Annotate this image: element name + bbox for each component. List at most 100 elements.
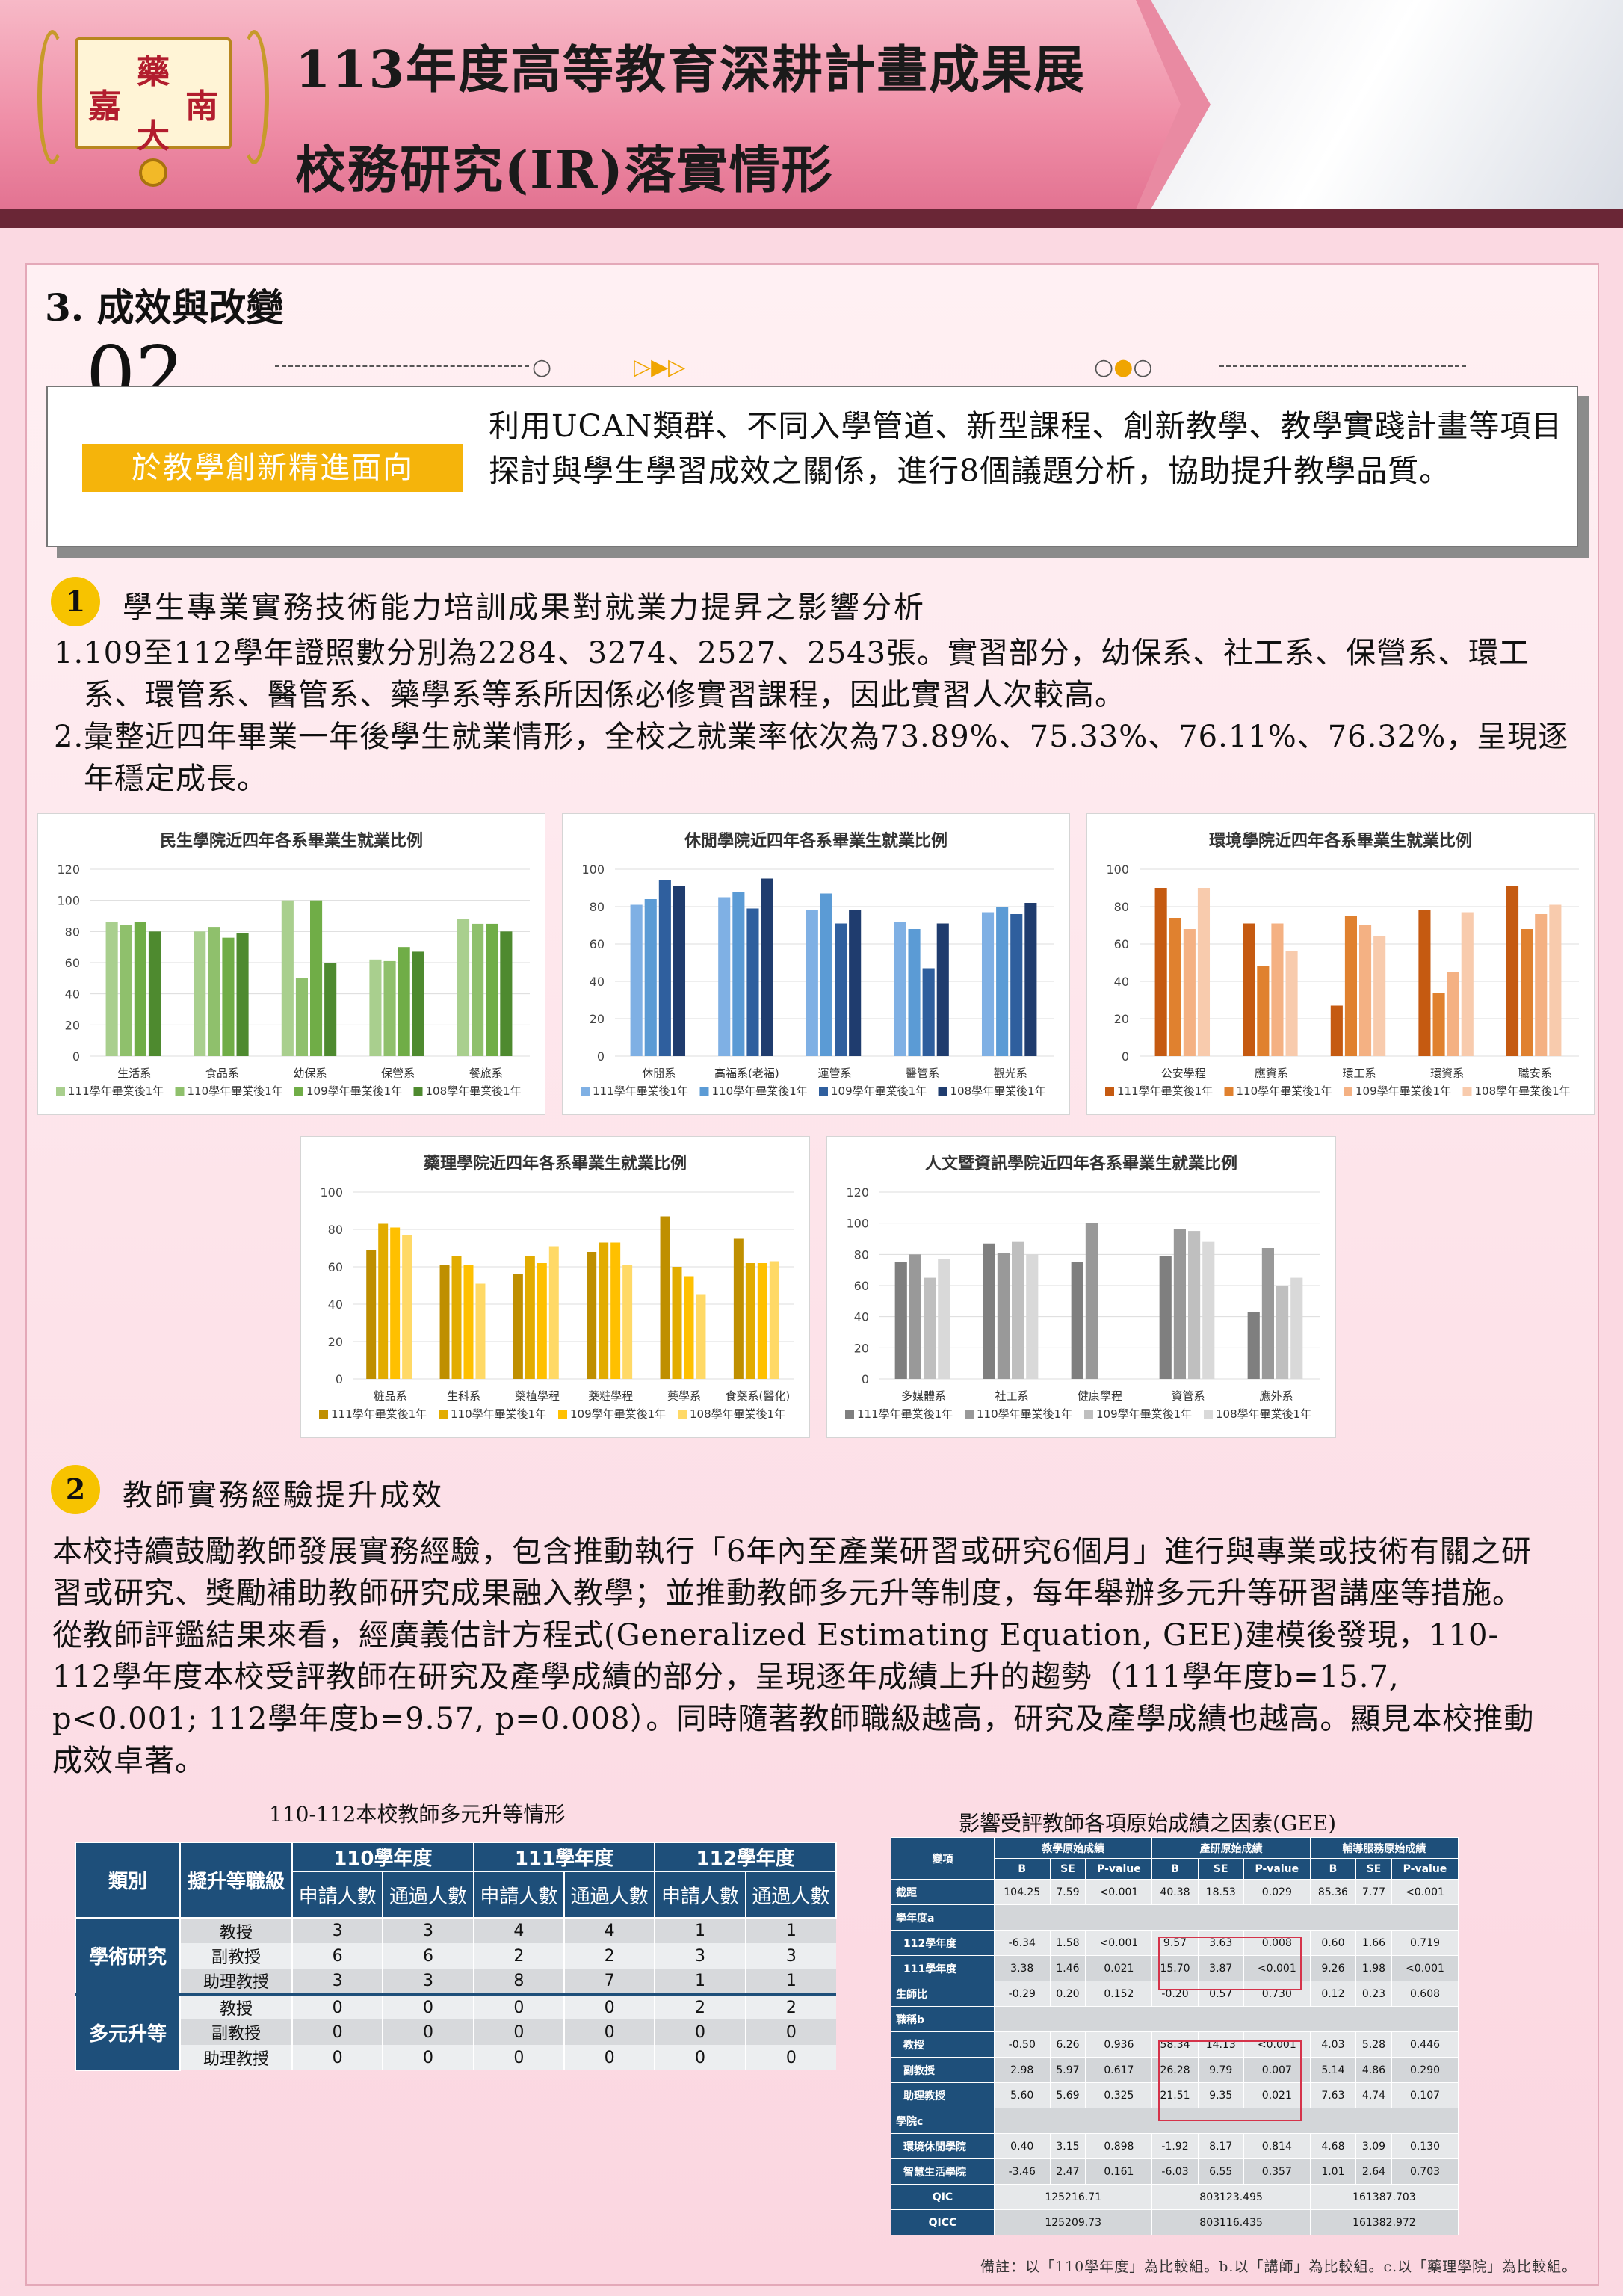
bar <box>820 893 832 1056</box>
bar <box>390 1227 401 1379</box>
empty-cell <box>994 1904 1459 1931</box>
bar <box>1373 936 1386 1056</box>
value-cell: 0.23 <box>1355 1981 1392 2007</box>
chart-title: 民生學院近四年各系畢業生就業比例 <box>159 832 423 851</box>
y-tick-label: 80 <box>854 1247 869 1262</box>
table-row: 副教授 0 0 0 0 0 0 <box>75 2019 836 2045</box>
legend-swatch <box>413 1087 423 1096</box>
bar <box>412 951 424 1056</box>
logo-char: 南 <box>185 87 218 126</box>
rank-cell: 教授 <box>179 1918 292 1943</box>
bar <box>1026 1254 1039 1379</box>
count-cell: 0 <box>382 1993 474 2019</box>
legend-swatch <box>845 1410 854 1419</box>
legend-swatch <box>1344 1087 1352 1096</box>
header-year: 111學年度 <box>472 1842 656 1872</box>
header-pass: 通過人數 <box>382 1871 474 1919</box>
value-cell: <0.001 <box>1085 1930 1153 1956</box>
bar <box>1159 1256 1172 1379</box>
header-apply: 申請人數 <box>654 1871 746 1919</box>
bar <box>936 923 949 1056</box>
table-row: 環境休閒學院 0.40 3.15 0.898 -1.92 8.17 0.814 4.68 3.0… <box>891 2133 1459 2159</box>
bar <box>769 1261 779 1379</box>
empty-cell <box>994 2108 1459 2134</box>
y-tick-label: 0 <box>862 1372 869 1386</box>
y-tick-label: 40 <box>328 1297 343 1312</box>
bar <box>472 923 484 1056</box>
bar <box>281 900 294 1056</box>
value-cell: 104.25 <box>994 1879 1051 1905</box>
value-cell: 0.936 <box>1085 2031 1153 2058</box>
y-tick-label: 80 <box>328 1223 343 1237</box>
bar <box>644 899 657 1056</box>
legend-swatch <box>319 1410 328 1419</box>
bar <box>1344 916 1357 1056</box>
bar <box>761 878 773 1056</box>
value-cell: -0.20 <box>1151 1981 1199 2007</box>
topic2-text: 本校持續鼓勵教師發展實務經驗，包含推動執行「6年內至產業研習或研究6個月」進行與… <box>52 1531 1554 1782</box>
bar <box>745 1263 755 1379</box>
empty-cell <box>994 2006 1459 2032</box>
table-row: 多元升等 教授 0 0 0 0 2 2 <box>75 1993 836 2071</box>
legend-label: 110學年畢業後1年 <box>451 1407 546 1421</box>
legend-swatch <box>1224 1087 1234 1096</box>
laurel-right-icon <box>239 30 269 164</box>
bar <box>1071 1262 1083 1379</box>
header-stat: SE <box>1049 1858 1086 1880</box>
legend-swatch <box>175 1087 185 1096</box>
legend-swatch <box>1105 1087 1114 1096</box>
legend-label: 109學年畢業後1年 <box>1355 1084 1451 1098</box>
bar <box>1197 888 1211 1056</box>
value-cell: 6.26 <box>1049 2031 1086 2058</box>
y-tick-label: 20 <box>854 1341 869 1355</box>
bar <box>1243 923 1255 1056</box>
value-cell: -0.50 <box>994 2031 1051 2058</box>
y-tick-label: 20 <box>590 1012 605 1026</box>
chart-leisure: 0 20 40 60 80 100 休閒系 高福系(老福) 運管系 醫管系 觀光系 111學年畢業後1… <box>562 813 1070 1115</box>
header-stat: P-value <box>1085 1858 1153 1880</box>
x-tick-label: 休閒系 <box>642 1067 676 1080</box>
chart-minsheng: 0 20 40 60 80 100 120 生活系 食品系 幼保系 保營系 餐旅系 111學年畢業後1年… <box>37 813 545 1115</box>
value-cell: 85.36 <box>1309 1879 1357 1905</box>
y-tick-label: 40 <box>854 1310 869 1324</box>
bar <box>1359 925 1372 1056</box>
legend-label: 109學年畢業後1年 <box>570 1407 666 1421</box>
value-cell: 0.898 <box>1085 2133 1153 2159</box>
bar-chart-svg: 0 20 40 60 80 100 粧品系 生科系 藥植學程 藥粧學程 藥學系 食藥系(醫化) 111學… <box>319 1185 794 1421</box>
value-cell: 15.70 <box>1151 1955 1199 1981</box>
count-cell: 1 <box>654 1918 746 1943</box>
value-cell: 7.77 <box>1355 1879 1392 1905</box>
logo-badge <box>75 37 232 149</box>
value-cell: -6.34 <box>994 1930 1051 1956</box>
header-year: 112學年度 <box>654 1842 837 1872</box>
value-cell: 161387.703 <box>1309 2184 1459 2210</box>
value-cell: 0.617 <box>1085 2057 1153 2083</box>
x-tick-label: 職安系 <box>1518 1067 1552 1080</box>
promo-table-caption: 110-112本校教師多元升等情形 <box>269 1802 566 1827</box>
x-tick-label: 環資系 <box>1430 1067 1464 1080</box>
count-cell: 4 <box>472 1918 564 1943</box>
table-row: 學院c <box>891 2108 1459 2134</box>
bar <box>475 1283 486 1379</box>
bar <box>696 1294 706 1379</box>
value-cell: 0.446 <box>1391 2031 1459 2058</box>
value-cell: 6.55 <box>1197 2158 1244 2185</box>
count-cell: 0 <box>382 2045 474 2070</box>
variable-cell: 環境休閒學院 <box>891 2133 995 2159</box>
table-row: 助理教授 0 0 0 0 0 0 <box>75 2045 836 2070</box>
variable-cell: 111學年度 <box>891 1955 995 1981</box>
gee-table: 變項 教學原始成績 產研原始成績 輔導服務原始成績 B SE P-value B SE P… <box>891 1837 1459 2235</box>
count-cell: 1 <box>654 1969 746 1994</box>
topic2-paragraph: 本校持續鼓勵教師發展實務經驗，包含推動執行「6年內至產業研習或研究6個月」進行與… <box>52 1534 1532 1611</box>
y-tick-label: 40 <box>65 987 80 1002</box>
variable-cell: 智慧生活學院 <box>891 2158 995 2185</box>
y-tick-label: 100 <box>57 894 80 908</box>
bar <box>378 1223 389 1379</box>
y-tick-label: 80 <box>65 925 80 939</box>
bar <box>105 922 118 1056</box>
count-cell: 0 <box>291 1993 383 2019</box>
bar <box>733 1238 744 1379</box>
variable-cell: 學院c <box>891 2108 995 2134</box>
value-cell: 0.007 <box>1243 2057 1311 2083</box>
legend-swatch <box>558 1410 567 1419</box>
